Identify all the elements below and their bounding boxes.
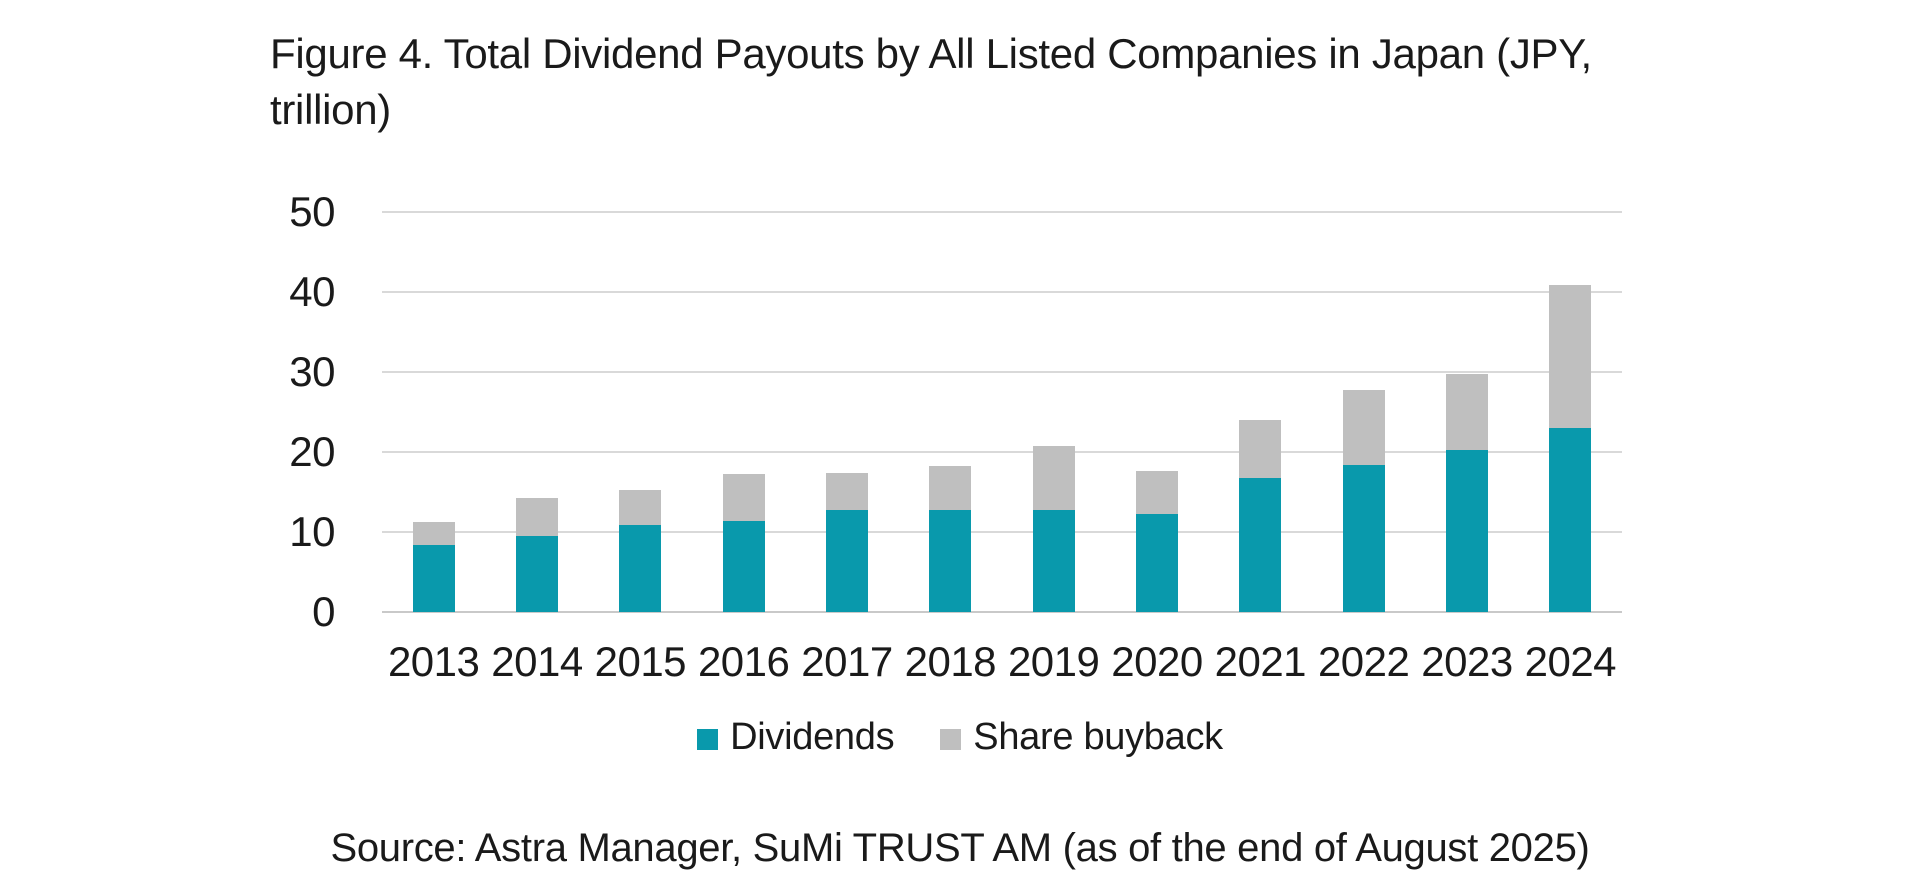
legend-swatch-icon (940, 729, 962, 750)
y-tick-label-30: 30 (289, 348, 335, 395)
y-tick-label-10: 10 (289, 508, 335, 555)
bar-2015-dividends (619, 524, 662, 612)
gridline-20 (382, 451, 1622, 453)
y-tick-label-40: 40 (289, 268, 335, 315)
gridline-30 (382, 371, 1622, 373)
x-axis: 2013 2014 2015 2016 2017 2018 2019 2020 2021 2022… (382, 638, 1622, 688)
chart-legend: Dividends Share buyback (0, 716, 1920, 759)
bar-2013-share-buyback (412, 521, 455, 545)
bar-2018-dividends (929, 509, 972, 612)
x-tick-label-2022: 2022 (1317, 638, 1410, 685)
x-tick-label-2013: 2013 (387, 638, 480, 685)
bar-2016-share-buyback (722, 474, 765, 521)
source-note: Source: Astra Manager, SuMi TRUST AM (as… (330, 826, 1590, 870)
bar-2022-share-buyback (1342, 390, 1385, 465)
gridline-10 (382, 531, 1622, 533)
x-tick-label-2021: 2021 (1214, 638, 1307, 685)
legend-label: Dividends (730, 716, 895, 758)
x-tick-label-2014: 2014 (491, 638, 583, 685)
bar-2019-dividends (1032, 510, 1075, 612)
x-tick-label-2024: 2024 (1524, 638, 1617, 685)
bar-2023-dividends (1446, 450, 1488, 612)
bar-2020-share-buyback (1136, 471, 1178, 514)
x-tick-label-2019: 2019 (1007, 638, 1100, 685)
bar-2014-dividends (516, 536, 558, 612)
gridline-40 (382, 291, 1622, 293)
y-tick-label-0: 0 (312, 588, 335, 635)
x-tick-label-2023: 2023 (1421, 638, 1513, 685)
chart-title-line2: trillion) (270, 86, 391, 133)
bar-2016-dividends (722, 520, 765, 612)
legend-label: Share buyback (973, 716, 1223, 758)
bar-2021-dividends (1239, 478, 1282, 612)
plot-area (382, 211, 1622, 613)
bar-2018-share-buyback (929, 466, 972, 510)
bar-2021-share-buyback (1239, 420, 1282, 479)
x-tick-label-2020: 2020 (1111, 638, 1203, 685)
legend-item-dividends: Dividends (697, 716, 895, 759)
bar-2024-dividends (1549, 428, 1592, 612)
bar-2013-dividends (412, 544, 455, 612)
gridline-50 (382, 211, 1622, 213)
bar-2017-dividends (826, 510, 868, 612)
chart-title-line1: Figure 4. Total Dividend Payouts by All … (270, 30, 1592, 77)
x-tick-label-2016: 2016 (697, 638, 790, 685)
x-tick-label-2017: 2017 (801, 638, 893, 685)
x-tick-label-2018: 2018 (904, 638, 997, 685)
bar-2015-share-buyback (619, 489, 662, 525)
x-tick-label-2015: 2015 (594, 638, 687, 685)
bar-2024-share-buyback (1549, 284, 1592, 428)
bar-2017-share-buyback (826, 472, 868, 511)
bar-2022-dividends (1342, 464, 1385, 612)
bar-2020-dividends (1136, 513, 1178, 612)
chart-title: Figure 4. Total Dividend Payouts by All … (270, 26, 1592, 138)
bar-2023-share-buyback (1446, 374, 1488, 451)
bar-2019-share-buyback (1032, 445, 1075, 511)
y-axis: 0 10 20 30 40 50 (0, 188, 335, 635)
bar-2014-share-buyback (516, 498, 558, 536)
gridline-0 (382, 611, 1622, 613)
legend-swatch-icon (697, 729, 719, 750)
legend-item-share-buyback: Share buyback (940, 716, 1223, 759)
y-tick-label-20: 20 (289, 428, 335, 475)
y-tick-label-50: 50 (289, 188, 335, 235)
